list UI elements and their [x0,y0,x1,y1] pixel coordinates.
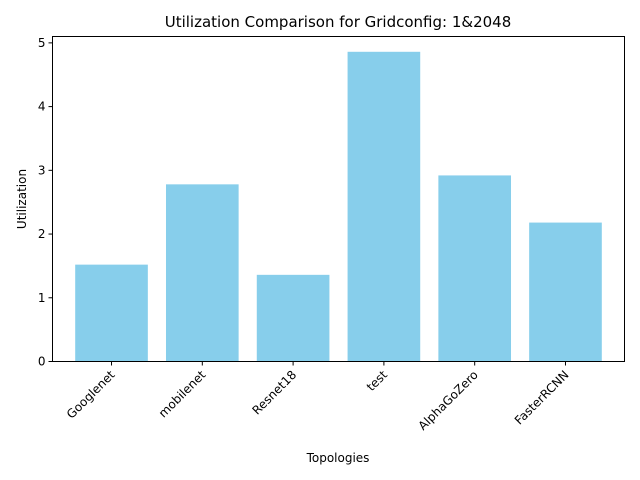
x-tick-label: Googlenet [64,368,118,422]
y-tick-label: 2 [38,227,46,241]
x-tick-label: mobilenet [156,368,209,421]
y-tick-label: 0 [38,355,46,369]
bar-fasterrcnn [529,222,602,362]
y-axis-ticks: 0 1 2 3 4 5 [38,36,53,369]
bars-group [75,51,602,362]
bar-alphagozero [438,175,512,362]
x-tick-label: FasterRCNN [512,368,572,428]
plot-frame [52,36,625,362]
y-axis-label: Utilization [15,169,29,229]
y-tick-label: 1 [38,291,46,305]
bar-googlenet [75,264,148,362]
bar-test [347,51,421,362]
x-tick-label: AlphaGoZero [415,368,480,433]
y-tick-label: 5 [38,36,46,50]
x-tick-label: Resnet18 [249,368,299,418]
bar-mobilenet [165,184,239,362]
y-tick-label: 3 [38,163,46,177]
chart-title: Utilization Comparison for Gridconfig: 1… [165,13,512,31]
bar-resnet18 [256,274,330,362]
y-tick-label: 4 [38,100,46,114]
x-axis-label: Topologies [306,451,370,465]
x-tick-label: test [364,368,390,394]
x-axis-ticks: Googlenet mobilenet Resnet18 test AlphaGoZer… [64,361,572,433]
